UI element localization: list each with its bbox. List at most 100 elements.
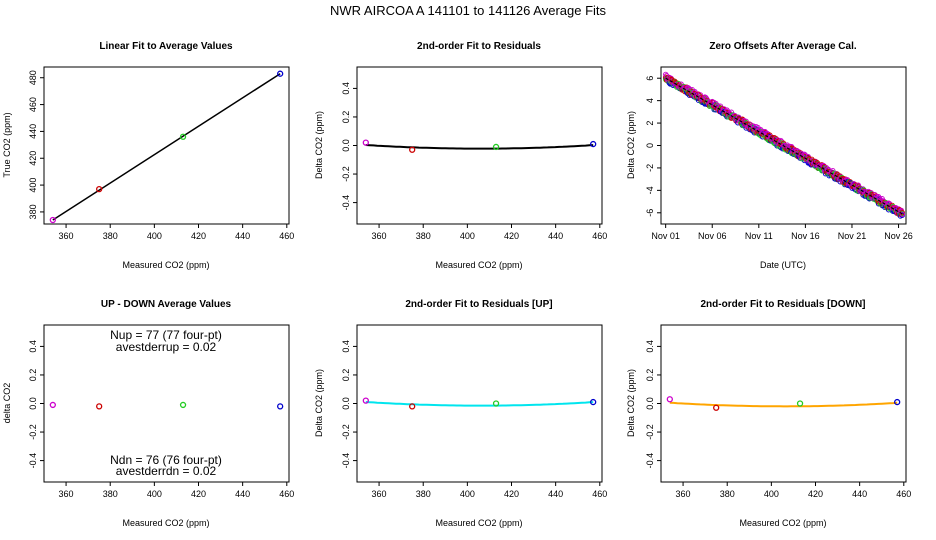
x-axis-label: Measured CO2 (ppm) <box>122 518 209 528</box>
panel-residual-fit-down: 2nd-order Fit to Residuals [DOWN] Measur… <box>626 299 911 528</box>
x-tick-label: 440 <box>548 489 563 499</box>
data-point <box>362 397 369 404</box>
panel-title: UP - DOWN Average Values <box>101 299 232 310</box>
y-tick-label: -0.4 <box>341 195 351 211</box>
y-tick-label: 6 <box>645 76 655 81</box>
y-tick-label: 400 <box>28 178 38 193</box>
trend-line <box>665 77 903 215</box>
data-point <box>179 133 187 140</box>
x-tick-label: 380 <box>103 231 118 241</box>
fit-curve <box>365 144 594 150</box>
panel-residual-fit-up: 2nd-order Fit to Residuals [UP] Measured… <box>314 299 607 528</box>
y-tick-label: -0.4 <box>645 453 655 469</box>
x-tick-label: 460 <box>592 489 607 499</box>
x-tick-label: 420 <box>504 489 519 499</box>
panel-residual-fit: 2nd-order Fit to Residuals Measured CO2 … <box>314 41 607 270</box>
x-tick-label: 460 <box>279 231 294 241</box>
panel-title: 2nd-order Fit to Residuals [UP] <box>405 299 552 310</box>
x-tick-label: 400 <box>460 231 475 241</box>
y-axis-label: Delta CO2 (ppm) <box>626 111 636 179</box>
y-tick-label: 0.0 <box>645 397 655 410</box>
x-tick-label: 400 <box>460 489 475 499</box>
fit-curve <box>669 401 898 408</box>
y-tick-label: 4 <box>645 98 655 103</box>
y-tick-label: -2 <box>645 164 655 172</box>
y-tick-label: 380 <box>28 204 38 219</box>
data-point <box>666 396 673 403</box>
x-tick-label: 440 <box>852 489 867 499</box>
data-point <box>492 143 500 151</box>
data-point <box>277 70 284 77</box>
data-point <box>409 403 416 410</box>
x-tick-label: Nov 16 <box>791 231 820 241</box>
x-tick-label: 460 <box>279 489 294 499</box>
x-axis-label: Measured CO2 (ppm) <box>435 518 522 528</box>
data-point <box>713 404 720 411</box>
x-tick-label: 360 <box>372 489 387 499</box>
panel-title: Zero Offsets After Average Cal. <box>709 41 856 52</box>
y-axis-label: Delta CO2 (ppm) <box>626 369 636 437</box>
x-tick-label: 360 <box>676 489 691 499</box>
annotation-avestderrup: avestderrup = 0.02 <box>116 340 217 354</box>
annotation-ndn: Ndn = 76 (76 four-pt) <box>110 453 222 467</box>
y-tick-label: 0.2 <box>645 369 655 382</box>
y-axis-label: delta CO2 <box>2 383 12 424</box>
y-tick-label: -6 <box>645 209 655 217</box>
y-tick-label: 0.2 <box>341 111 351 124</box>
x-tick-label: 380 <box>416 231 431 241</box>
x-tick-label: Nov 21 <box>838 231 867 241</box>
x-tick-label: 400 <box>147 489 162 499</box>
x-tick-label: 440 <box>235 231 250 241</box>
y-tick-label: 2 <box>645 121 655 126</box>
data-point <box>894 398 901 406</box>
y-tick-label: 0.4 <box>645 340 655 353</box>
data-point <box>49 216 56 224</box>
data-point <box>492 400 500 407</box>
annotation-nup: Nup = 77 (77 four-pt) <box>110 328 222 342</box>
y-tick-label: 480 <box>28 70 38 85</box>
x-axis-label: Date (UTC) <box>760 260 806 270</box>
data-point <box>796 400 804 407</box>
x-tick-label: 460 <box>896 489 911 499</box>
x-axis-label: Measured CO2 (ppm) <box>435 260 522 270</box>
y-tick-label: 0.4 <box>28 340 38 353</box>
offset-point <box>697 92 704 98</box>
x-tick-label: 460 <box>592 231 607 241</box>
panel-title: 2nd-order Fit to Residuals [DOWN] <box>701 299 866 310</box>
x-tick-label: 360 <box>59 231 74 241</box>
y-tick-label: 0.0 <box>341 397 351 410</box>
x-tick-label: 420 <box>191 489 206 499</box>
x-tick-label: 420 <box>191 231 206 241</box>
panel-up-down: UP - DOWN Average Values Measured CO2 (p… <box>2 299 294 528</box>
x-axis-label: Measured CO2 (ppm) <box>739 518 826 528</box>
plot-frame <box>43 66 290 225</box>
x-tick-label: Nov 06 <box>698 231 727 241</box>
y-tick-label: 0.2 <box>341 369 351 382</box>
y-tick-label: 0.0 <box>28 397 38 410</box>
x-tick-label: Nov 01 <box>651 231 680 241</box>
data-point <box>409 146 416 153</box>
data-point <box>590 398 597 406</box>
data-point <box>96 403 103 410</box>
y-tick-label: -0.2 <box>645 424 655 440</box>
offset-point <box>899 211 905 217</box>
x-tick-label: 380 <box>103 489 118 499</box>
y-tick-label: -0.2 <box>28 424 38 440</box>
y-tick-label: 460 <box>28 97 38 112</box>
x-tick-label: 440 <box>235 489 250 499</box>
x-tick-label: Nov 11 <box>745 231 773 241</box>
annotation-avestderrdn: avestderrdn = 0.02 <box>116 464 217 478</box>
y-tick-label: 0 <box>645 143 655 148</box>
x-tick-label: 440 <box>548 231 563 241</box>
x-tick-label: 400 <box>764 489 779 499</box>
data-point <box>49 401 56 409</box>
panel-title: 2nd-order Fit to Residuals <box>417 41 541 52</box>
y-tick-label: 0.4 <box>341 82 351 95</box>
y-tick-label: 0.2 <box>28 369 38 382</box>
y-tick-label: 0.0 <box>341 139 351 152</box>
x-tick-label: 420 <box>808 489 823 499</box>
y-tick-label: -0.2 <box>341 424 351 440</box>
y-axis-label: True CO2 (ppm) <box>2 112 12 177</box>
y-tick-label: 0.4 <box>341 340 351 353</box>
